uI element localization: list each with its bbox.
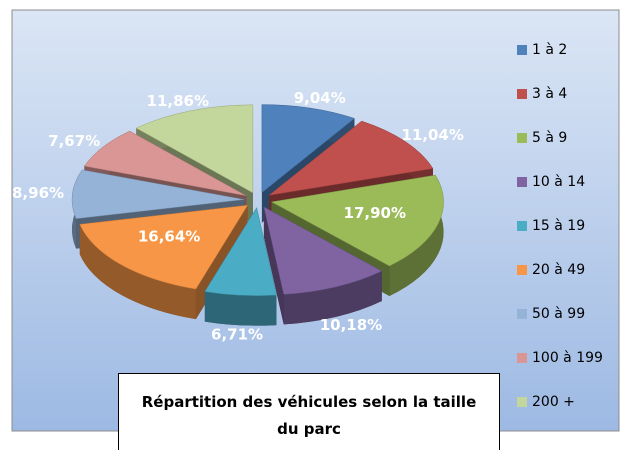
slice-wall [283,271,382,325]
legend-label: 20 à 49 [532,262,585,278]
slice-top [263,206,383,295]
legend-swatch [517,133,527,143]
legend-label: 100 à 199 [532,350,603,366]
chart-title: Répartition des véhicules selon la taill… [118,373,500,450]
legend-label: 50 à 99 [532,306,585,322]
legend-swatch [517,397,527,407]
slice-top [71,169,245,219]
slice-top [261,104,355,194]
legend-label: 3 à 4 [532,86,567,102]
legend-swatch [517,45,527,55]
legend-label: 5 à 9 [532,130,567,146]
pie-slice [79,204,249,320]
data-label: 11,86% [147,92,209,110]
data-label: 9,04% [294,89,346,107]
legend-swatch [517,89,527,99]
slice-top [83,130,247,196]
legend-label: 10 à 14 [532,174,585,190]
legend-label: 1 à 2 [532,42,567,58]
slice-top [79,204,249,290]
legend-swatch [517,265,527,275]
slice-top [204,207,277,296]
data-label: 10,18% [320,316,382,334]
data-label: 6,71% [211,326,263,344]
legend-swatch [517,353,527,363]
data-label: 11,04% [401,126,463,144]
slice-top [270,174,444,267]
pie-slice [263,206,383,325]
pie-slice [204,207,277,326]
slice-side [263,206,284,325]
legend-swatch [517,177,527,187]
legend-label: 15 à 19 [532,218,585,234]
slice-wall [79,224,196,320]
legend-label: 200 + [532,394,575,410]
data-label: 7,67% [48,132,100,150]
slice-wall [389,175,444,297]
data-label: 17,90% [344,204,406,222]
legend-swatch [517,221,527,231]
legend-swatch [517,309,527,319]
slice-top [268,120,434,196]
slice-top [135,104,254,194]
data-label: 16,64% [138,227,200,245]
data-label: 8,96% [12,184,64,202]
slice-wall [204,291,277,326]
